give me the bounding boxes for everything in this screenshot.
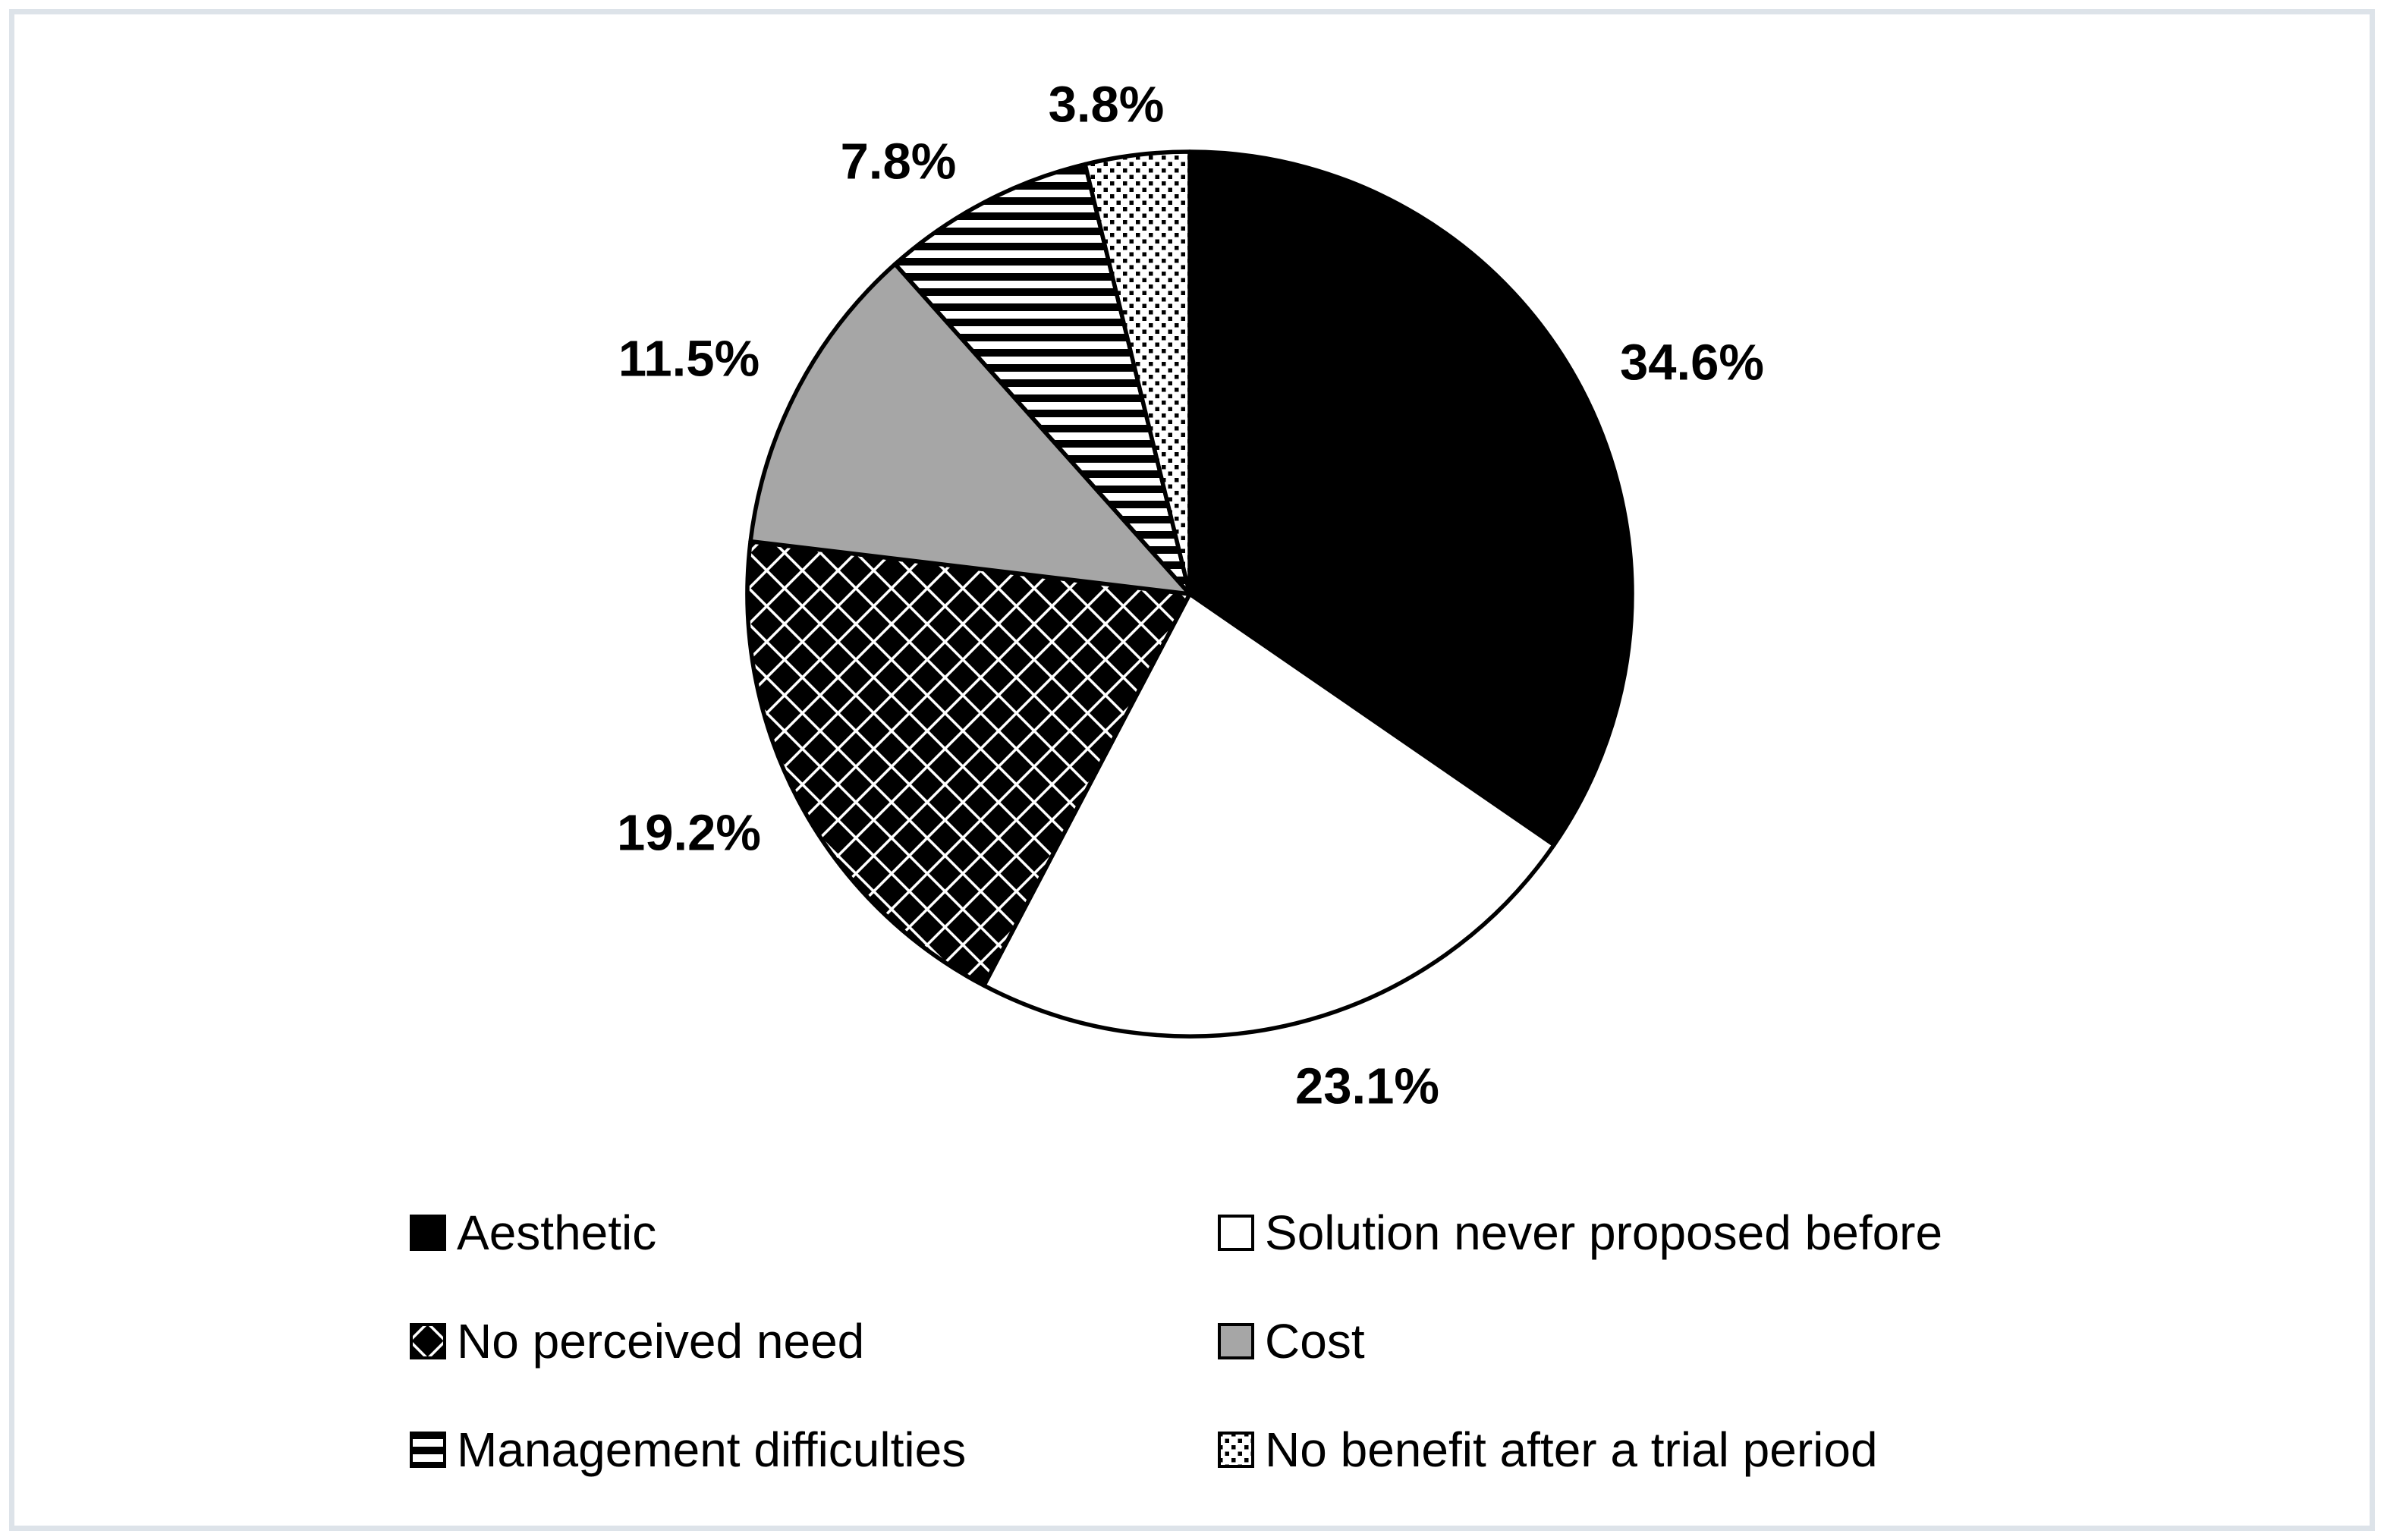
- legend-item-management-difficulties: Management difficulties: [410, 1425, 1218, 1474]
- pie-slices: [745, 149, 1634, 1039]
- pie-value-labels: 34.6% 23.1% 19.2% 11.5% 7.8% 3.8%: [617, 77, 1764, 1115]
- legend-label: Aesthetic: [457, 1205, 657, 1260]
- pie-slice-management-difficulties: [892, 162, 1192, 596]
- slice-value-label-cost: 11.5%: [618, 331, 760, 388]
- legend-swatch-management-difficulties: [410, 1431, 446, 1468]
- pie-slice-no-benefit-after-a-trial-period: [1083, 149, 1192, 596]
- pie-slice-no-perceived-need: [745, 539, 1192, 988]
- pie-slice-aesthetic: [1187, 149, 1634, 847]
- legend-item-no-benefit-after-a-trial-period: No benefit after a trial period: [1218, 1425, 1942, 1474]
- pie-slice-cost: [748, 262, 1192, 596]
- legend-label: Management difficulties: [457, 1422, 967, 1477]
- slice-value-label-management-difficulties: 7.8%: [841, 134, 957, 190]
- legend-label: Solution never proposed before: [1265, 1205, 1943, 1260]
- legend-label: No perceived need: [457, 1313, 865, 1369]
- legend-swatch-no-benefit-after-a-trial-period: [1218, 1431, 1254, 1468]
- legend-item-solution-never-proposed-before: Solution never proposed before: [1218, 1208, 1942, 1257]
- legend-swatch-aesthetic: [410, 1214, 446, 1251]
- legend-swatch-cost: [1218, 1322, 1254, 1359]
- legend-label: No benefit after a trial period: [1265, 1422, 1878, 1477]
- legend-swatch-no-perceived-need: [410, 1322, 446, 1359]
- slice-value-label-aesthetic: 34.6%: [1620, 335, 1764, 391]
- pie-slice-solution-never-proposed-before: [982, 592, 1556, 1039]
- legend-swatch-solution-never-proposed-before: [1218, 1214, 1254, 1251]
- legend-label: Cost: [1265, 1313, 1365, 1369]
- slice-value-label-no-benefit-after-a-trial-period: 3.8%: [1049, 77, 1165, 134]
- legend-item-no-perceived-need: No perceived need: [410, 1317, 1218, 1366]
- slice-value-label-solution-never-proposed-before: 23.1%: [1295, 1058, 1439, 1115]
- legend-item-cost: Cost: [1218, 1317, 1942, 1366]
- slice-value-label-no-perceived-need: 19.2%: [617, 805, 761, 862]
- legend: Aesthetic Solution never proposed before N…: [410, 1178, 1942, 1504]
- legend-item-aesthetic: Aesthetic: [410, 1208, 1218, 1257]
